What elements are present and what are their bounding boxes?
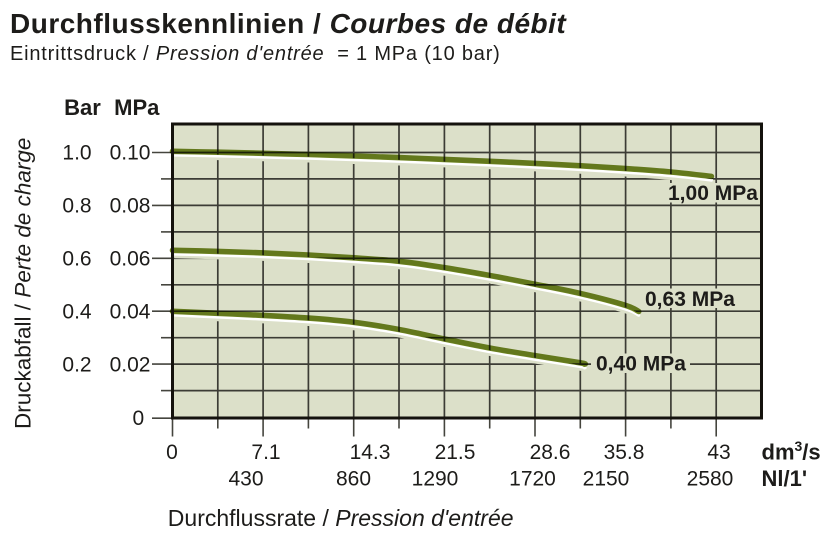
svg-text:Durchflussrate / Pression d'en: Durchflussrate / Pression d'entrée [168, 505, 514, 531]
svg-text:35.8: 35.8 [604, 441, 645, 464]
svg-text:0: 0 [133, 407, 145, 430]
svg-text:2580: 2580 [687, 468, 734, 491]
svg-text:0.08: 0.08 [110, 195, 151, 218]
svg-text:MPa: MPa [114, 95, 160, 120]
svg-text:0.4: 0.4 [62, 300, 92, 323]
svg-text:1,00 MPa: 1,00 MPa [668, 182, 758, 205]
svg-text:0,40 MPa: 0,40 MPa [596, 353, 686, 376]
svg-text:Bar: Bar [64, 95, 101, 120]
svg-text:28.6: 28.6 [530, 441, 571, 464]
svg-text:dm3/s: dm3/s [762, 438, 821, 465]
svg-text:0.8: 0.8 [62, 195, 91, 218]
svg-text:1290: 1290 [412, 468, 459, 491]
svg-text:0.2: 0.2 [62, 353, 91, 376]
svg-text:1.0: 1.0 [62, 142, 91, 165]
svg-text:14.3: 14.3 [350, 441, 391, 464]
svg-text:Durchflusskennlinien / Courbes: Durchflusskennlinien / Courbes de débit [10, 8, 567, 39]
svg-text:0.02: 0.02 [110, 353, 151, 376]
svg-text:1720: 1720 [509, 468, 556, 491]
svg-text:0.6: 0.6 [62, 248, 91, 271]
svg-text:Eintrittsdruck / Pression d'en: Eintrittsdruck / Pression d'entrée = 1 M… [10, 43, 501, 65]
svg-text:0,63 MPa: 0,63 MPa [645, 288, 735, 311]
svg-text:430: 430 [228, 468, 263, 491]
svg-text:0.10: 0.10 [110, 142, 151, 165]
svg-text:Nl/1': Nl/1' [762, 466, 808, 491]
svg-text:Druckabfall / Perte de charge: Druckabfall / Perte de charge [11, 138, 36, 429]
svg-text:7.1: 7.1 [251, 441, 280, 464]
svg-text:21.5: 21.5 [435, 441, 476, 464]
svg-text:0.04: 0.04 [110, 300, 151, 323]
svg-text:43: 43 [707, 441, 730, 464]
svg-text:2150: 2150 [583, 468, 630, 491]
svg-text:0.06: 0.06 [110, 248, 151, 271]
svg-text:860: 860 [336, 468, 371, 491]
svg-text:0: 0 [166, 441, 178, 464]
